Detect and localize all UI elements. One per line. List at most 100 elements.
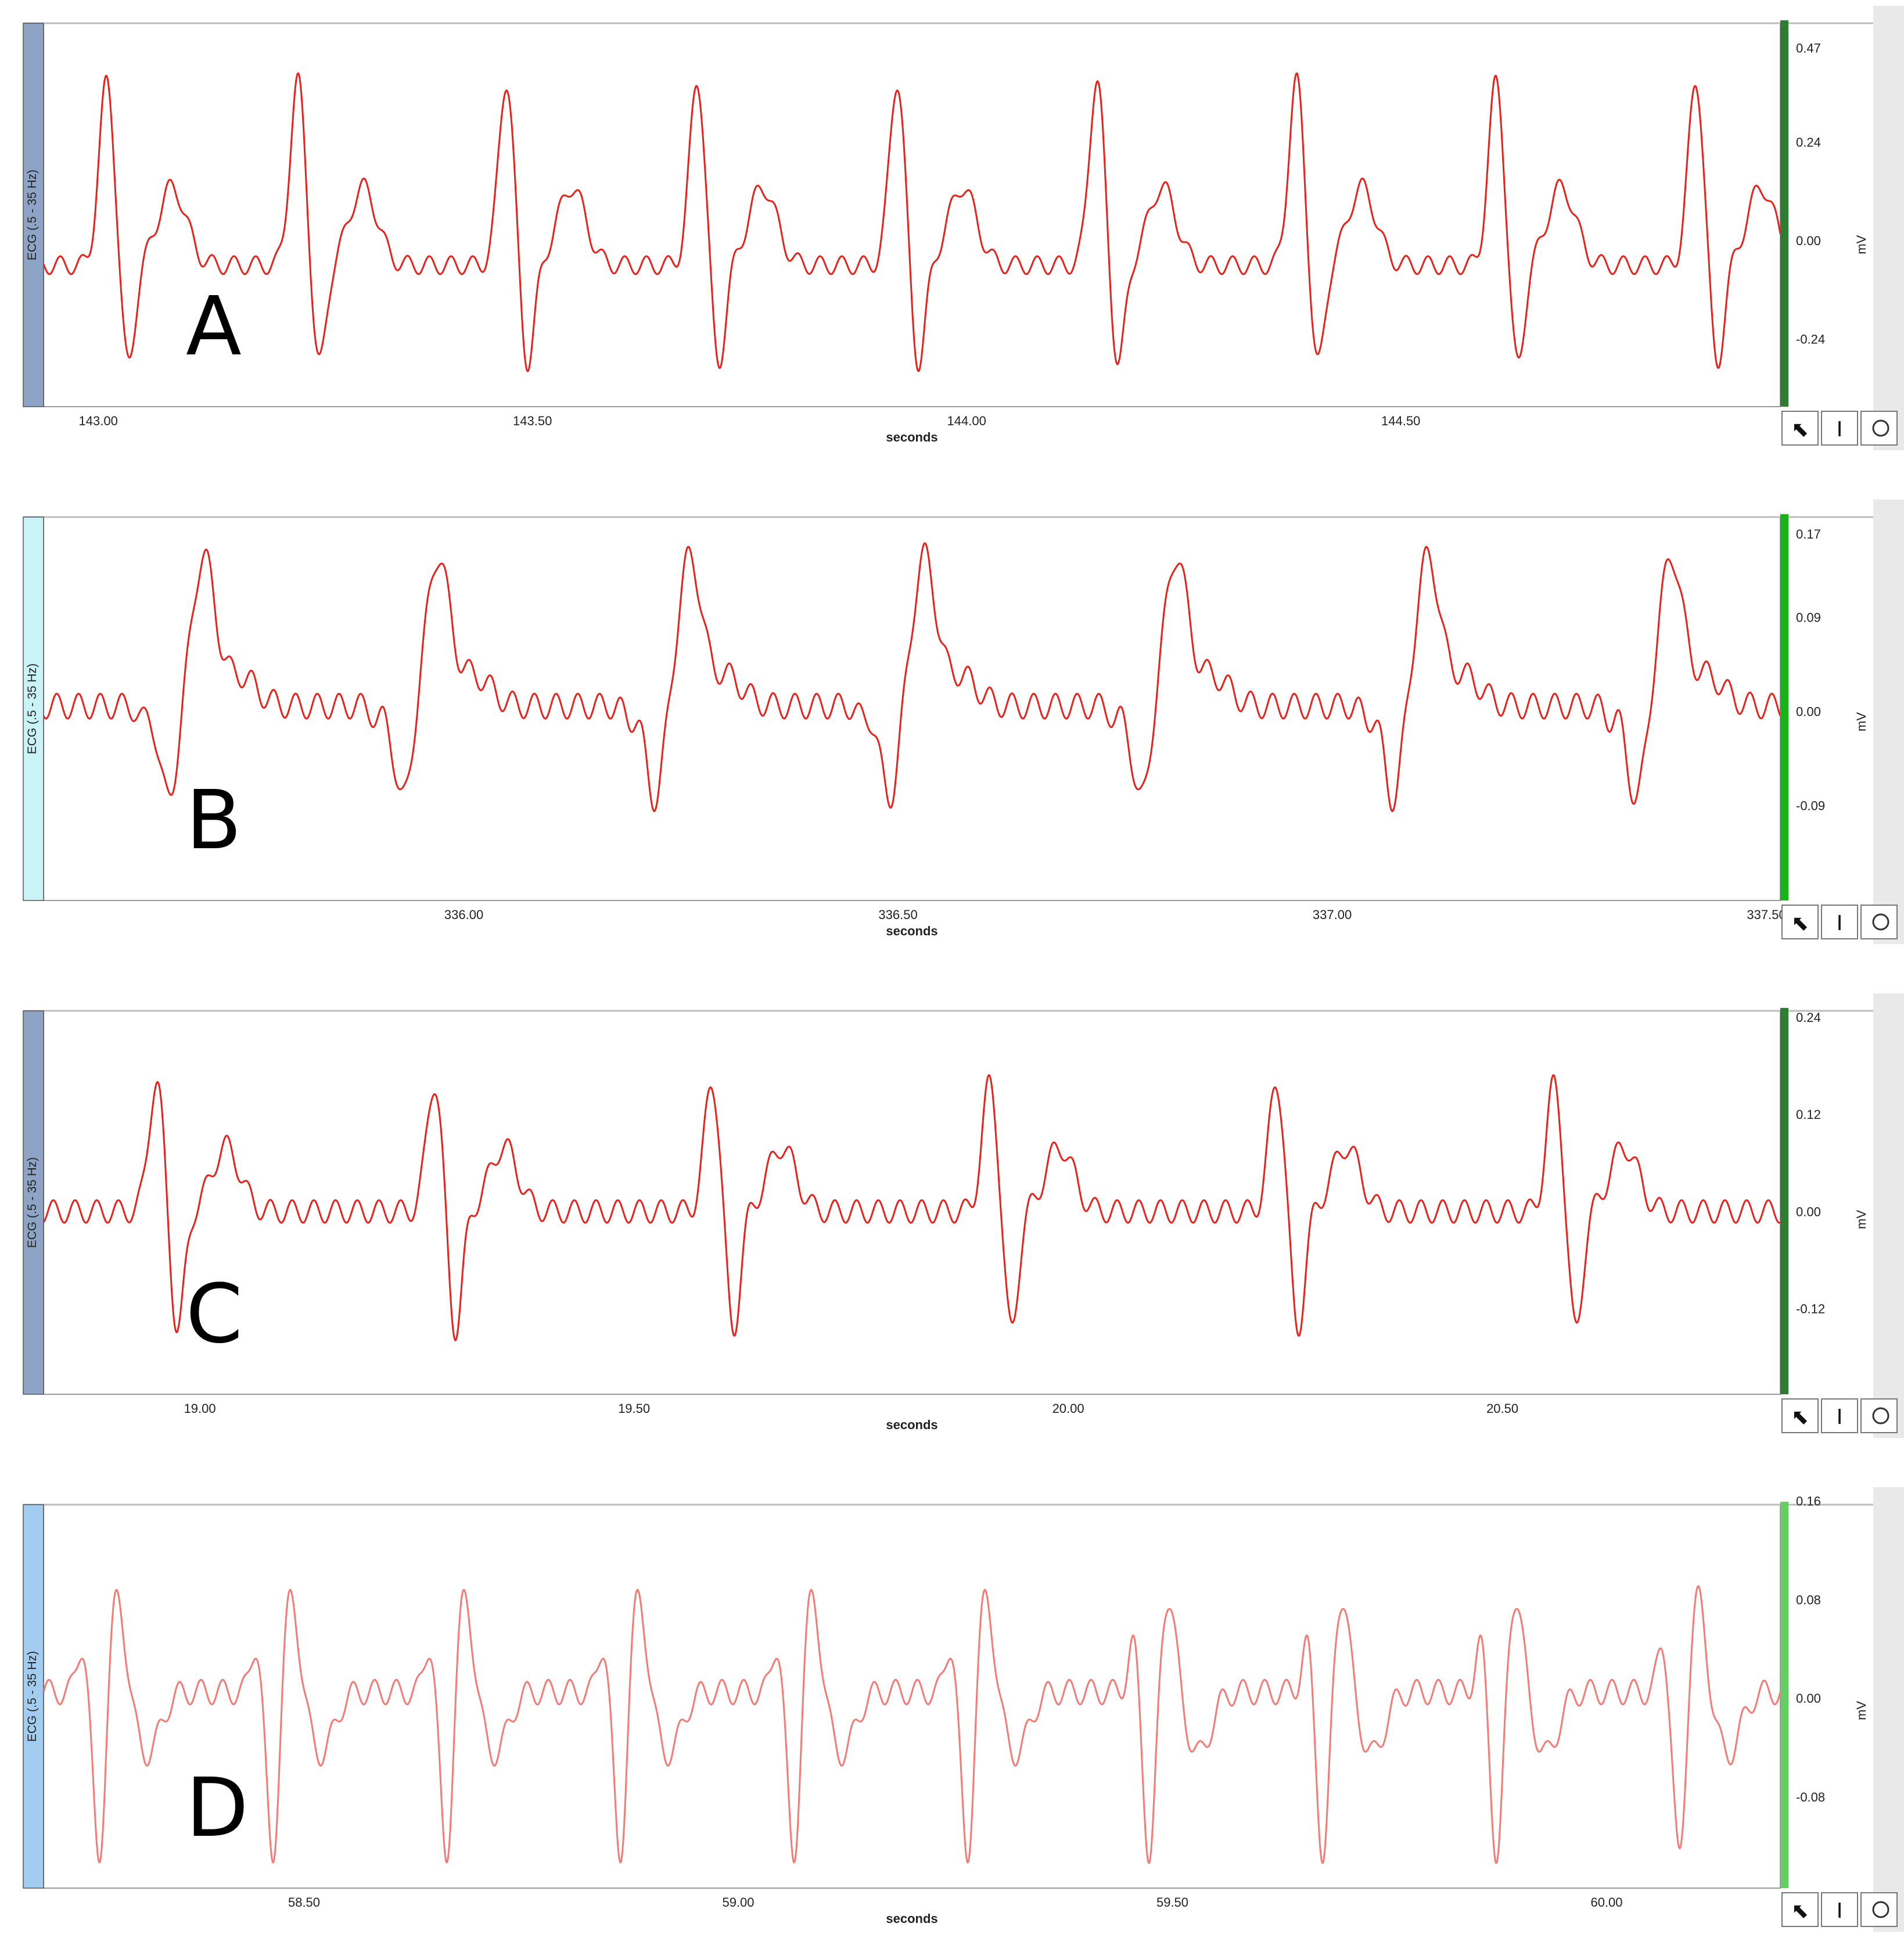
plot-area[interactable] xyxy=(43,1504,1781,1889)
x-tick-label: 143.00 xyxy=(79,414,118,428)
channel-label: ECG (.5 - 35 Hz) xyxy=(26,1651,39,1742)
ecg-chart-a: ECG (.5 - 35 Hz) 0.47 0.24 0.00 -0.24 mV 143.0… xyxy=(23,6,1904,450)
channel-bar[interactable] xyxy=(23,516,44,901)
pointer-tool-button[interactable] xyxy=(1781,1398,1819,1433)
pointer-icon: ⬉ xyxy=(1791,912,1809,935)
channel-bar[interactable] xyxy=(23,1504,44,1889)
channel-label: ECG (.5 - 35 Hz) xyxy=(26,170,39,260)
pointer-tool-button[interactable] xyxy=(1781,905,1819,939)
pointer-tool-button[interactable] xyxy=(1781,411,1819,446)
scale-bar[interactable] xyxy=(1780,1008,1788,1394)
channel-label: ECG (.5 - 35 Hz) xyxy=(26,663,39,754)
ecg-trace xyxy=(44,1585,1780,1864)
zoom-icon xyxy=(1872,913,1889,931)
y-axis-label: mV xyxy=(1854,1210,1869,1229)
x-tick-label: 20.00 xyxy=(1052,1401,1084,1416)
ecg-chart-d: ECG (.5 - 35 Hz) 0.16 0.08 0.00 -0.08 mV 58.50… xyxy=(23,1487,1904,1932)
y-tick-label: 0.09 xyxy=(1796,611,1821,625)
x-tick-label: 337.00 xyxy=(1313,907,1352,922)
zoom-icon xyxy=(1872,419,1889,437)
y-tick-label: 0.08 xyxy=(1796,1592,1821,1607)
y-axis-label: mV xyxy=(1854,235,1869,254)
channel-label: ECG (.5 - 35 Hz) xyxy=(26,1157,39,1248)
y-tick-label: 0.24 xyxy=(1796,1010,1821,1025)
y-tick-label: 0.00 xyxy=(1796,234,1821,248)
channel-bar[interactable] xyxy=(23,1010,44,1395)
ibeam-icon: I xyxy=(1837,1899,1843,1923)
x-tick-label: 59.50 xyxy=(1156,1895,1188,1910)
x-axis-label: seconds xyxy=(886,430,937,444)
ecg-panel-c: ECG (.5 - 35 Hz) 0.24 0.12 0.00 -0.12 mV 19.00… xyxy=(0,993,1904,1458)
ecg-chart-c: ECG (.5 - 35 Hz) 0.24 0.12 0.00 -0.12 mV 19.00… xyxy=(23,993,1904,1438)
x-tick-label: 19.50 xyxy=(618,1401,650,1416)
x-tick-label: 19.00 xyxy=(184,1401,216,1416)
zoom-tool-button[interactable] xyxy=(1860,1398,1898,1433)
y-tick-label: 0.00 xyxy=(1796,704,1821,719)
ibeam-icon: I xyxy=(1837,418,1843,442)
zoom-icon xyxy=(1872,1407,1889,1424)
y-tick-label: 0.16 xyxy=(1796,1494,1821,1509)
scale-bar[interactable] xyxy=(1780,1502,1788,1888)
toolbar: ⬉ I xyxy=(1781,411,1898,446)
scale-gutter xyxy=(1873,993,1904,1438)
pointer-tool-button[interactable] xyxy=(1781,1892,1819,1927)
panel-letter: C xyxy=(186,1267,243,1362)
x-tick-label: 60.00 xyxy=(1590,1895,1622,1910)
ecg-chart-b: ECG (.5 - 35 Hz) 0.17 0.09 0.00 -0.09 mV 336.0… xyxy=(23,500,1904,944)
ecg-panel-d: ECG (.5 - 35 Hz) 0.16 0.08 0.00 -0.08 mV 58.50… xyxy=(0,1487,1904,1952)
panel-letter: A xyxy=(186,279,242,374)
y-axis-label: mV xyxy=(1854,712,1869,731)
ecg-trace xyxy=(44,72,1780,372)
ecg-panel-b: ECG (.5 - 35 Hz) 0.17 0.09 0.00 -0.09 mV 336.0… xyxy=(0,500,1904,964)
scale-gutter xyxy=(1873,1487,1904,1932)
ibeam-tool-button[interactable] xyxy=(1821,1398,1858,1433)
y-tick-label: 0.00 xyxy=(1796,1204,1821,1219)
ibeam-icon: I xyxy=(1837,1405,1843,1429)
scale-bar[interactable] xyxy=(1780,514,1788,900)
panel-letter: B xyxy=(186,773,242,868)
toolbar: ⬉ I xyxy=(1781,1398,1898,1433)
x-tick-label: 336.00 xyxy=(444,907,483,922)
x-tick-label: 59.00 xyxy=(722,1895,754,1910)
scale-gutter xyxy=(1873,500,1904,944)
x-tick-label: 337.50 xyxy=(1747,907,1786,922)
y-tick-label: 0.17 xyxy=(1796,527,1821,541)
x-axis-label: seconds xyxy=(886,1418,937,1432)
plot-area[interactable] xyxy=(43,23,1781,407)
zoom-tool-button[interactable] xyxy=(1860,1892,1898,1927)
ibeam-tool-button[interactable] xyxy=(1821,411,1858,446)
y-tick-label: 0.24 xyxy=(1796,135,1821,150)
x-tick-label: 58.50 xyxy=(288,1895,320,1910)
ibeam-tool-button[interactable] xyxy=(1821,1892,1858,1927)
y-tick-label: -0.08 xyxy=(1796,1790,1825,1804)
y-tick-label: -0.09 xyxy=(1796,798,1825,813)
x-tick-label: 144.00 xyxy=(947,414,986,428)
ibeam-icon: I xyxy=(1837,912,1843,935)
pointer-icon: ⬉ xyxy=(1791,1405,1809,1429)
zoom-tool-button[interactable] xyxy=(1860,411,1898,446)
pointer-icon: ⬉ xyxy=(1791,418,1809,442)
x-tick-label: 336.50 xyxy=(878,907,917,922)
x-tick-label: 143.50 xyxy=(513,414,552,428)
ecg-panel-a: ECG (.5 - 35 Hz) 0.47 0.24 0.00 -0.24 mV 143.0… xyxy=(0,6,1904,471)
y-axis-label: mV xyxy=(1854,1701,1869,1720)
plot-area[interactable] xyxy=(43,516,1781,901)
y-tick-label: 0.47 xyxy=(1796,41,1821,55)
pointer-icon: ⬉ xyxy=(1791,1899,1809,1923)
ecg-trace xyxy=(44,542,1780,812)
ibeam-tool-button[interactable] xyxy=(1821,905,1858,939)
x-tick-label: 20.50 xyxy=(1486,1401,1518,1416)
zoom-tool-button[interactable] xyxy=(1860,905,1898,939)
panel-letter: D xyxy=(186,1761,249,1856)
zoom-icon xyxy=(1872,1901,1889,1918)
scale-gutter xyxy=(1873,6,1904,450)
y-tick-label: -0.24 xyxy=(1796,332,1825,347)
channel-bar[interactable] xyxy=(23,23,44,407)
x-tick-label: 144.50 xyxy=(1381,414,1420,428)
scale-bar[interactable] xyxy=(1780,20,1788,407)
ecg-trace xyxy=(44,1074,1780,1341)
toolbar: ⬉ I xyxy=(1781,1892,1898,1927)
plot-area[interactable] xyxy=(43,1010,1781,1395)
y-tick-label: 0.00 xyxy=(1796,1691,1821,1706)
y-tick-label: -0.12 xyxy=(1796,1301,1825,1316)
